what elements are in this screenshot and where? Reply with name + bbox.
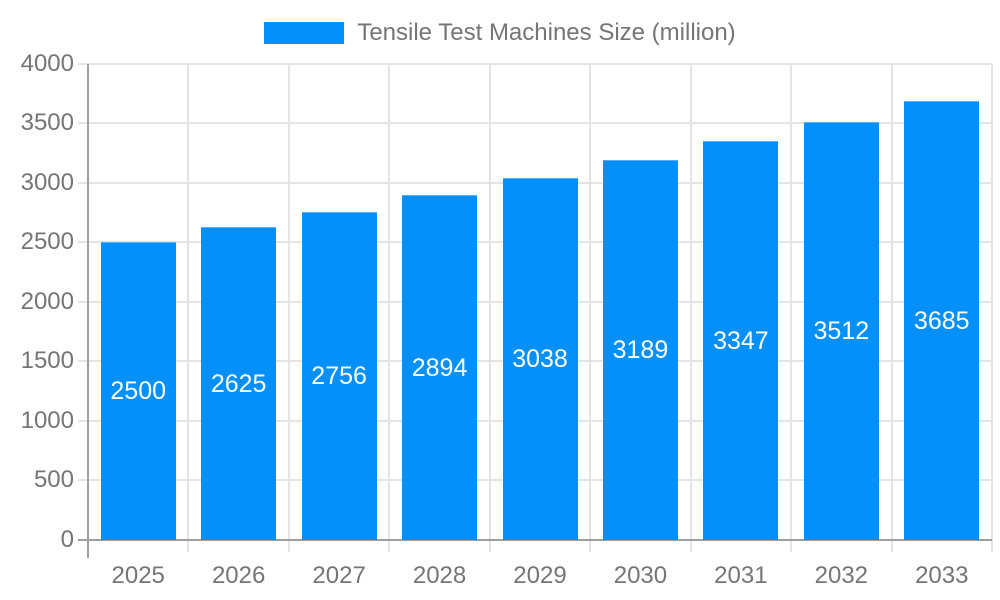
bar-2029[interactable]	[502, 178, 578, 540]
bar-value-label: 3038	[512, 345, 568, 374]
y-axis-label: 2500	[20, 228, 74, 256]
y-tick	[78, 419, 88, 422]
gridline-x	[388, 63, 391, 540]
bar-value-label: 2894	[411, 353, 468, 382]
y-axis-label: 1000	[20, 406, 74, 434]
bar-value-label: 3189	[612, 336, 669, 365]
x-axis-label: 2027	[312, 562, 366, 589]
x-axis-label: 2025	[111, 562, 165, 589]
y-axis-label: 500	[33, 466, 74, 494]
x-tick	[488, 540, 491, 552]
x-tick	[388, 540, 391, 552]
gridline-x	[187, 63, 190, 540]
x-tick	[689, 540, 692, 552]
bar-value-label: 2756	[311, 361, 367, 390]
x-axis-label: 2033	[915, 562, 969, 589]
bar-2032[interactable]	[803, 121, 879, 540]
y-tick	[78, 479, 88, 482]
y-axis-label: 3500	[20, 109, 74, 137]
x-tick	[790, 540, 793, 552]
y-axis-line	[87, 63, 89, 558]
y-axis-label: 1500	[20, 347, 74, 375]
gridline-x	[589, 63, 592, 540]
bar-2026[interactable]	[201, 227, 277, 540]
x-axis-label: 2026	[211, 562, 266, 589]
bar-value-label: 2625	[210, 369, 267, 398]
bar-2028[interactable]	[402, 195, 478, 540]
y-axis-label: 2000	[20, 287, 74, 315]
gridline-x	[689, 63, 692, 540]
x-tick	[589, 540, 592, 552]
bar-2025[interactable]	[100, 242, 176, 540]
y-tick	[78, 181, 88, 184]
gridline-x	[287, 63, 290, 540]
bar-2030[interactable]	[602, 160, 678, 540]
bar-2027[interactable]	[301, 211, 377, 540]
y-tick	[78, 241, 88, 244]
x-axis-label: 2029	[513, 562, 567, 589]
x-tick	[890, 540, 893, 552]
gridline-x	[890, 63, 893, 540]
gridline-x	[991, 63, 993, 540]
y-axis-label: 0	[60, 526, 74, 553]
y-axis-label: 4000	[20, 49, 74, 77]
bar-value-label: 3347	[713, 326, 769, 355]
bar-value-label: 2500	[110, 377, 167, 406]
x-tick	[287, 540, 290, 552]
gridline-y	[88, 62, 992, 65]
x-tick	[187, 540, 190, 552]
y-tick	[78, 122, 88, 125]
y-tick	[78, 360, 88, 363]
legend-label[interactable]: Tensile Test Machines Size (million)	[357, 19, 736, 46]
bar-value-label: 3512	[813, 316, 870, 345]
legend-swatch[interactable]	[264, 22, 345, 44]
x-axis-label: 2030	[613, 562, 668, 589]
x-axis-label: 2028	[412, 562, 467, 589]
y-tick	[78, 300, 88, 303]
legend: Tensile Test Machines Size (million)	[0, 19, 1000, 46]
bar-value-label: 3685	[913, 306, 970, 335]
x-axis-line	[78, 539, 992, 541]
gridline-x	[488, 63, 491, 540]
gridline-y	[88, 122, 992, 125]
x-axis-label: 2032	[814, 562, 869, 589]
bar-2033[interactable]	[904, 101, 980, 540]
y-tick	[78, 62, 88, 65]
x-axis-label: 2031	[714, 562, 768, 589]
bar-2031[interactable]	[703, 141, 779, 540]
x-tick	[991, 540, 993, 552]
y-axis-label: 3000	[20, 168, 74, 196]
gridline-x	[790, 63, 793, 540]
